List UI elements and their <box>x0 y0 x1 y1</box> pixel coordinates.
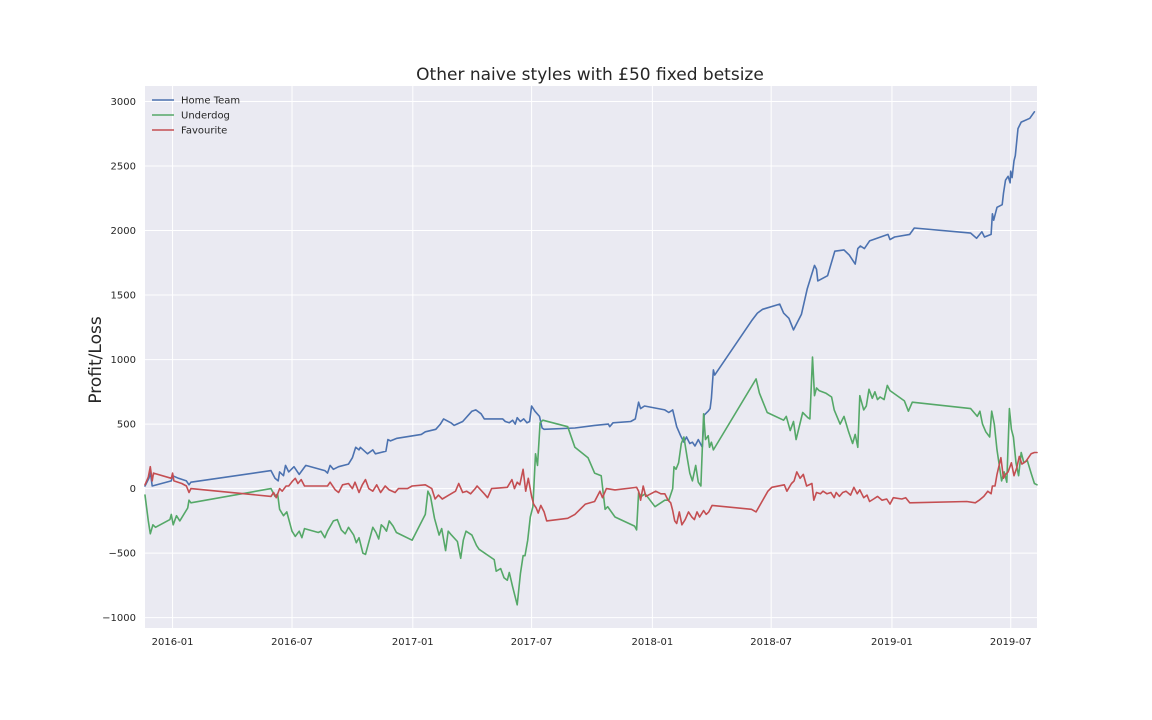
y-tick-label: 500 <box>117 420 136 431</box>
legend: Home Team Underdog Favourite <box>152 96 240 137</box>
y-tick-label: 1000 <box>111 355 136 366</box>
y-axis-label: Profit/Loss <box>86 316 106 404</box>
x-tick-label: 2016-01 <box>152 637 194 648</box>
x-axis-ticks: 2016-01 2016-07 2017-01 2017-07 2018-01 2018-… <box>152 637 1032 648</box>
series-lines <box>144 111 1038 606</box>
series-line-home-team <box>144 111 1036 487</box>
y-tick-label: 0 <box>130 484 136 495</box>
x-tick-label: 2019-01 <box>871 637 913 648</box>
y-tick-label: −500 <box>109 549 136 560</box>
legend-label: Home Team <box>181 96 240 107</box>
y-tick-label: −1000 <box>102 613 136 624</box>
y-tick-label: 2500 <box>111 162 136 173</box>
x-tick-label: 2017-07 <box>511 637 553 648</box>
x-tick-label: 2019-07 <box>990 637 1032 648</box>
series-line-underdog <box>144 356 1038 606</box>
series-line-favourite <box>144 451 1038 526</box>
x-tick-label: 2016-07 <box>271 637 313 648</box>
y-axis-ticks: 3000 2500 2000 1500 1000 500 0 −500 −1000 <box>102 97 136 624</box>
chart-title: Other naive styles with £50 fixed betsiz… <box>416 65 764 85</box>
grid <box>145 86 1037 628</box>
x-tick-label: 2018-07 <box>750 637 792 648</box>
x-tick-label: 2017-01 <box>392 637 434 648</box>
legend-label: Favourite <box>181 126 227 137</box>
x-tick-label: 2018-01 <box>631 637 673 648</box>
y-tick-label: 2000 <box>111 226 136 237</box>
legend-label: Underdog <box>181 111 230 122</box>
plot-area <box>145 86 1037 628</box>
y-tick-label: 3000 <box>111 97 136 108</box>
y-tick-label: 1500 <box>111 291 136 302</box>
